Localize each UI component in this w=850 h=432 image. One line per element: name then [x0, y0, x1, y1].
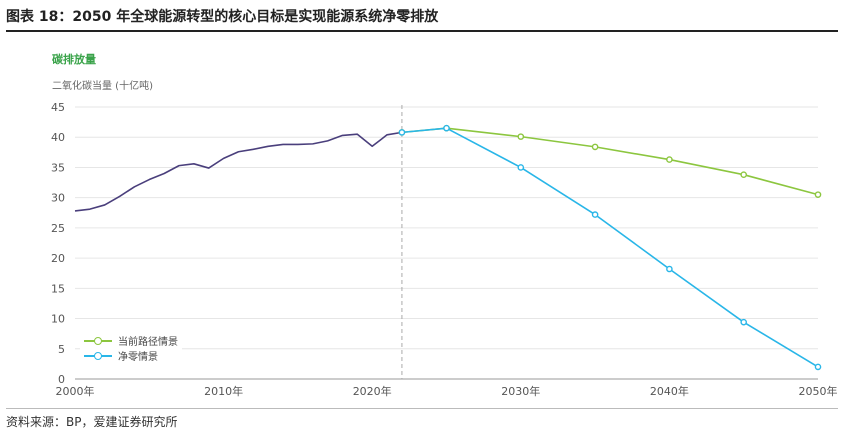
data-point-net-zero [591, 211, 599, 218]
data-point-current-path [740, 171, 748, 178]
data-point-net-zero [443, 124, 450, 132]
data-point-net-zero [814, 363, 822, 371]
data-point-net-zero [398, 129, 406, 136]
y-tick-label: 20 [51, 252, 65, 265]
y-axis-label: 二氧化碳当量 (十亿吨) [52, 81, 153, 92]
x-tick-label: 2030年 [501, 384, 540, 398]
data-point-net-zero [666, 265, 673, 273]
x-tick-label: 2040年 [650, 384, 689, 398]
x-tick-label: 2000年 [56, 384, 95, 398]
series-line-historical [74, 131, 403, 212]
y-tick-label: 10 [51, 313, 65, 326]
y-tick-label: 45 [51, 101, 65, 114]
legend-swatch-current-path [84, 336, 112, 345]
y-tick-label: 0 [58, 373, 65, 386]
data-point-current-path [591, 143, 599, 151]
y-tick-label: 40 [51, 131, 65, 144]
legend: 当前路径情景 净零情景 [80, 331, 182, 365]
legend-swatch-net-zero [84, 351, 112, 360]
chart-subtitle: 碳排放量 [52, 53, 96, 66]
legend-item-net-zero: 净零情景 [84, 348, 178, 363]
data-point-current-path [517, 133, 525, 140]
source-note: 资料来源：BP，爱建证券研究所 [6, 415, 178, 429]
y-tick-label: 30 [51, 192, 65, 205]
title-rule [6, 30, 838, 32]
series-line-net-zero [401, 127, 819, 368]
x-tick-label: 2010年 [204, 384, 243, 398]
legend-label-net-zero: 净零情景 [118, 352, 158, 363]
y-tick-label: 25 [51, 222, 65, 235]
y-tick-label: 5 [58, 343, 65, 356]
data-point-current-path [814, 191, 822, 198]
legend-label-current-path: 当前路径情景 [118, 337, 178, 348]
x-tick-label: 2020年 [353, 384, 392, 398]
y-tick-label: 35 [51, 161, 65, 174]
x-tick-label: 2050年 [799, 384, 838, 398]
y-tick-label: 15 [51, 282, 65, 295]
bottom-rule [6, 408, 838, 409]
data-point-net-zero [740, 318, 748, 326]
legend-item-current-path: 当前路径情景 [84, 333, 178, 348]
figure-title: 图表 18：2050 年全球能源转型的核心目标是实现能源系统净零排放 [6, 9, 439, 25]
data-point-current-path [666, 156, 673, 163]
data-point-net-zero [517, 164, 525, 171]
